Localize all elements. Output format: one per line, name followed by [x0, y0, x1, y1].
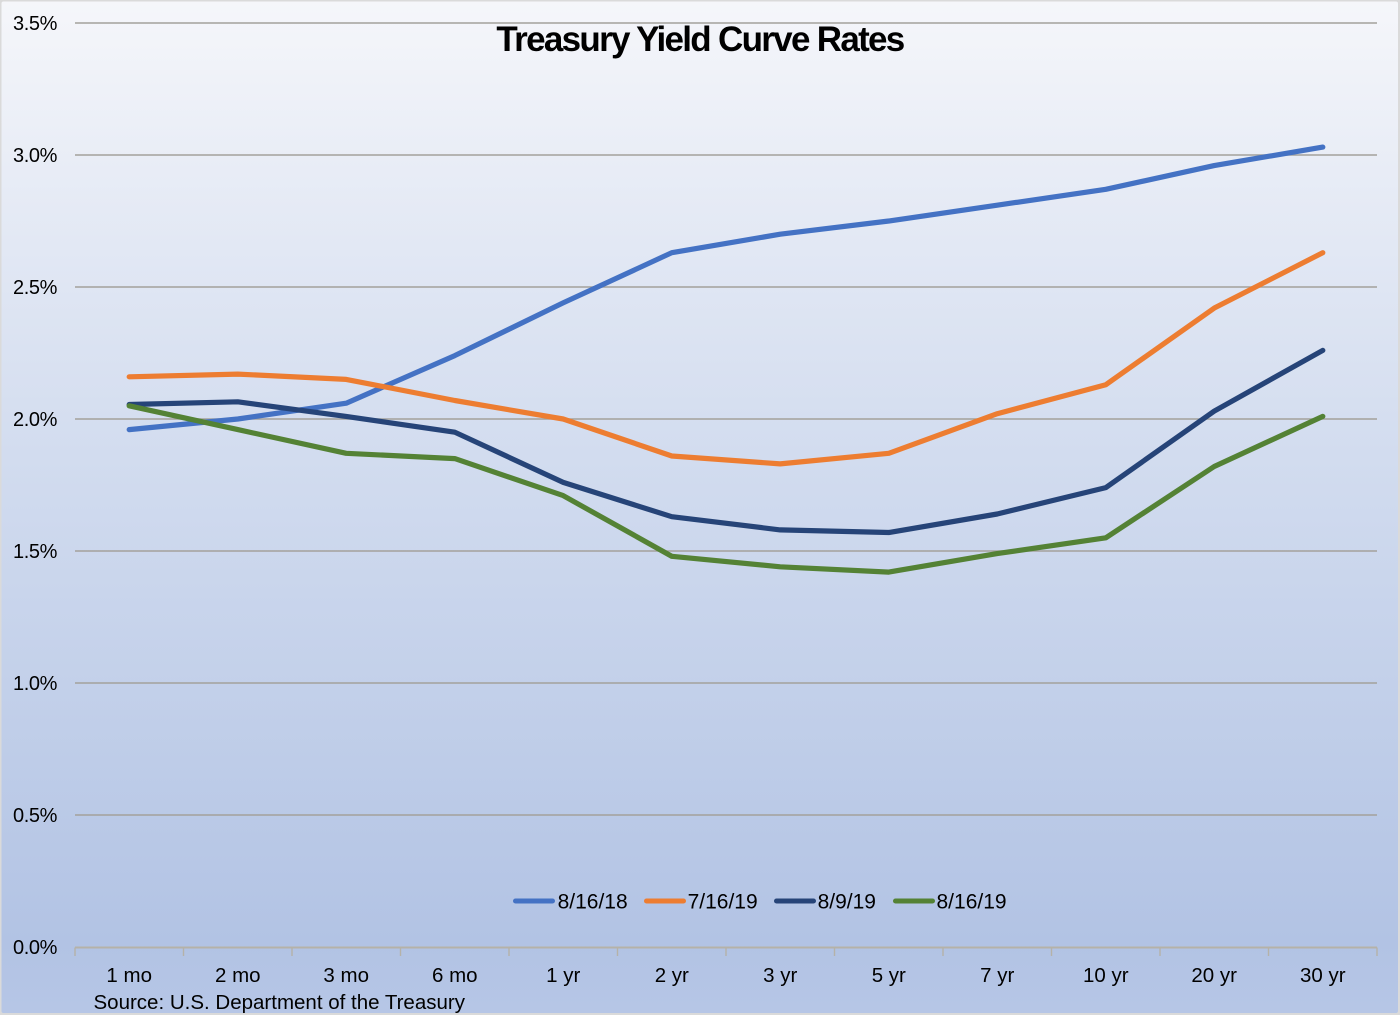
svg-text:Treasury Yield Curve Rates: Treasury Yield Curve Rates: [496, 20, 904, 59]
svg-text:30 yr: 30 yr: [1300, 964, 1346, 987]
svg-text:7 yr: 7 yr: [980, 964, 1014, 987]
svg-text:20 yr: 20 yr: [1191, 964, 1237, 987]
svg-text:0.0%: 0.0%: [13, 937, 58, 959]
svg-text:Source: U.S. Department of the: Source: U.S. Department of the Treasury: [94, 991, 466, 1014]
svg-text:5 yr: 5 yr: [872, 964, 906, 987]
svg-text:8/16/19: 8/16/19: [937, 890, 1007, 913]
svg-text:8/9/19: 8/9/19: [818, 890, 876, 913]
svg-text:1.5%: 1.5%: [13, 541, 58, 563]
svg-text:1 yr: 1 yr: [546, 964, 580, 987]
svg-text:7/16/19: 7/16/19: [688, 890, 758, 913]
svg-text:3 yr: 3 yr: [763, 964, 797, 987]
svg-text:2 yr: 2 yr: [655, 964, 689, 987]
svg-text:3.0%: 3.0%: [13, 145, 58, 167]
svg-text:10 yr: 10 yr: [1083, 964, 1129, 987]
svg-text:2 mo: 2 mo: [215, 964, 261, 987]
svg-text:3 mo: 3 mo: [323, 964, 369, 987]
svg-text:3.5%: 3.5%: [13, 13, 58, 35]
svg-text:0.5%: 0.5%: [13, 805, 58, 827]
svg-text:1.0%: 1.0%: [13, 673, 58, 695]
svg-text:2.0%: 2.0%: [13, 409, 58, 431]
svg-text:8/16/18: 8/16/18: [558, 890, 628, 913]
svg-text:2.5%: 2.5%: [13, 277, 58, 299]
svg-text:6 mo: 6 mo: [432, 964, 478, 987]
svg-text:1 mo: 1 mo: [106, 964, 152, 987]
